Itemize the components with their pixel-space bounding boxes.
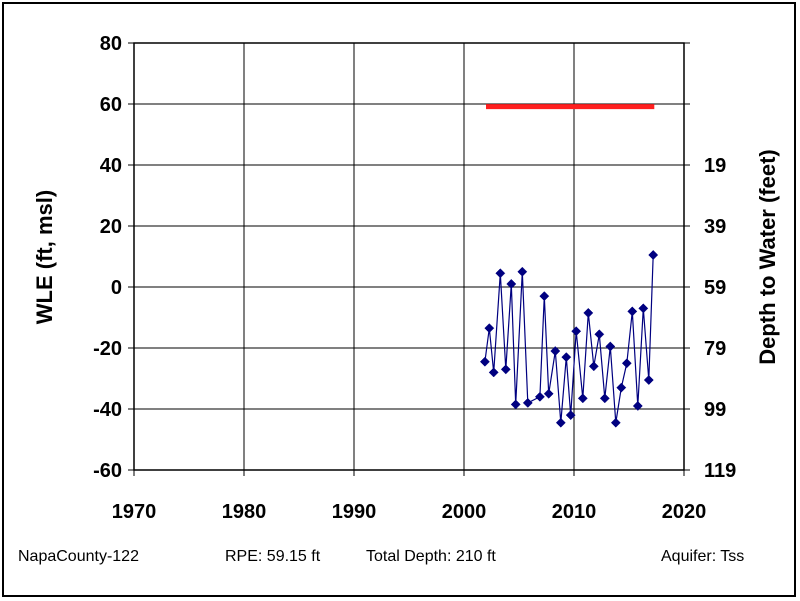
- y-tick-label: -40: [93, 399, 122, 421]
- data-point: [517, 266, 528, 277]
- x-tick-label: 1990: [332, 501, 377, 523]
- data-point: [599, 393, 610, 404]
- y-tick-label: 60: [100, 94, 122, 116]
- y2-tick-label: 39: [704, 216, 726, 238]
- data-point: [479, 356, 490, 367]
- y2-tick-label: 119: [704, 460, 736, 482]
- data-point: [605, 341, 616, 352]
- data-point: [627, 306, 638, 317]
- x-tick-label: 2020: [662, 501, 707, 523]
- x-tick-label: 1980: [222, 501, 267, 523]
- aquifer-label: Aquifer: Tss: [661, 548, 745, 565]
- total-depth-label: Total Depth: 210 ft: [366, 548, 496, 565]
- data-point: [594, 329, 605, 340]
- y-tick-label: 80: [100, 33, 122, 55]
- data-point: [616, 382, 627, 393]
- data-point: [550, 346, 561, 357]
- data-point: [555, 417, 566, 428]
- data-point: [539, 291, 550, 302]
- data-point: [588, 361, 599, 372]
- data-point: [561, 352, 572, 363]
- data-point: [500, 364, 511, 375]
- plot-area-border: [133, 42, 685, 471]
- data-point: [571, 326, 582, 337]
- footer: NapaCounty-122 RPE: 59.15 ft Total Depth…: [0, 548, 800, 572]
- y2-tick-label: 19: [704, 155, 726, 177]
- y2-tick-label: 99: [704, 399, 726, 421]
- data-point: [488, 367, 499, 378]
- data-point: [506, 278, 517, 289]
- rpe-label: RPE: 59.15 ft: [225, 548, 321, 565]
- x-tick-label: 1970: [112, 501, 157, 523]
- y2-axis-title: Depth to Water (feet): [755, 149, 780, 365]
- data-point: [510, 399, 521, 410]
- axis-layer: [128, 42, 690, 476]
- data-point: [543, 388, 554, 399]
- y2-tick-label: 79: [704, 338, 726, 360]
- data-point: [648, 250, 659, 260]
- y-axis-title: WLE (ft, msl): [32, 190, 57, 324]
- data-point: [638, 303, 649, 314]
- well-id: NapaCounty-122: [18, 548, 139, 565]
- series-layer: [479, 250, 659, 428]
- y-tick-label: 40: [100, 155, 122, 177]
- data-point: [534, 391, 545, 402]
- tick-label-layer: 1970 1980 1990 2000 2010 2020-60-40-200204060…: [93, 33, 736, 523]
- data-point: [484, 323, 495, 334]
- data-point: [577, 393, 588, 404]
- y-tick-label: 20: [100, 216, 122, 238]
- x-tick-label: 2000: [442, 501, 487, 523]
- data-point: [583, 307, 594, 318]
- data-point: [610, 417, 621, 428]
- data-point: [643, 375, 654, 385]
- y2-tick-label: 59: [704, 277, 726, 299]
- y-tick-label: -60: [93, 460, 122, 482]
- data-point: [522, 397, 533, 408]
- y-tick-label: 0: [111, 277, 122, 299]
- y-tick-label: -20: [93, 338, 122, 360]
- data-point: [621, 358, 632, 369]
- data-point: [495, 268, 506, 279]
- data-point: [565, 410, 576, 421]
- data-point: [632, 400, 643, 411]
- x-tick-label: 2010: [552, 501, 597, 523]
